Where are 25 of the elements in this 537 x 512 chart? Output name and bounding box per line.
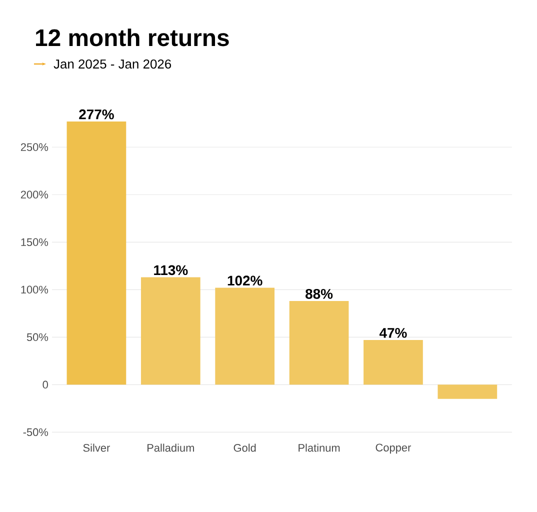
bar [215,288,275,385]
bar [289,301,349,385]
x-tick-label: Gold [234,444,256,452]
y-tick-label: 50% [26,333,48,342]
chart-title: 12 month returns [36,28,229,46]
data-label: 47% [379,328,407,338]
data-label: 277% [79,109,114,120]
data-label: 113% [154,265,188,276]
data-label: 102% [228,276,262,286]
x-tick-label: Copper [376,444,412,454]
bar [364,340,423,385]
bar [66,121,126,385]
x-tick-label: Silver [83,444,110,452]
data-label: 88% [306,288,333,299]
y-tick-label: -50% [23,428,48,436]
bar [140,277,200,385]
chart-subtitle: Jan 2025 - Jan 2026 [54,59,172,69]
bar [438,384,498,399]
y-tick-label: 100% [21,286,48,294]
y-tick-label: 150% [21,238,48,246]
x-tick-label: Platinum [298,444,340,452]
y-tick-label: 250% [20,143,48,152]
x-tick-label: Palladium [147,444,194,452]
y-tick-label: 0 [42,380,48,389]
y-tick-label: 200% [20,190,48,199]
